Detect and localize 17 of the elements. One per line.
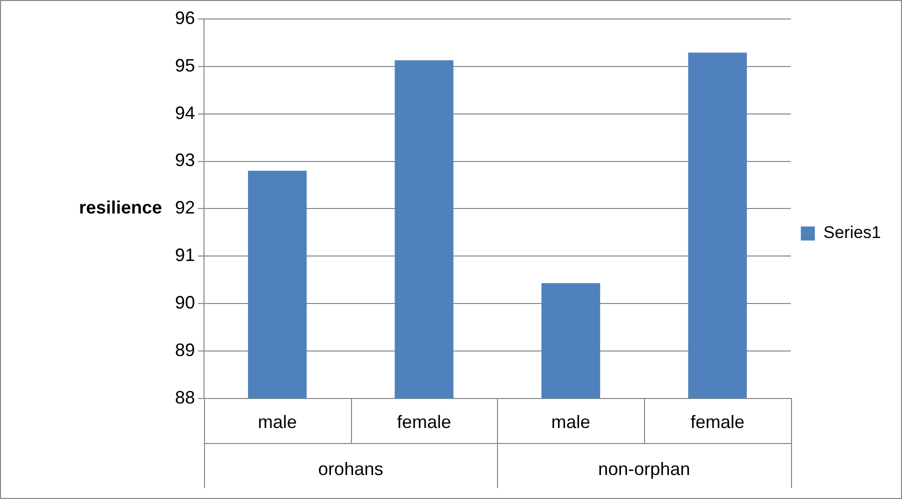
x-tick-label: female — [690, 412, 745, 432]
x-tick-label: female — [397, 412, 452, 432]
y-tick-label: 90 — [174, 292, 195, 313]
x-tick-label: male — [551, 412, 590, 432]
y-tick-label: 93 — [174, 150, 195, 170]
y-tick-label: 96 — [174, 8, 195, 28]
y-tick-label: 89 — [174, 340, 195, 360]
y-tick-label: 95 — [174, 55, 195, 76]
y-tick-label: 88 — [174, 387, 195, 408]
y-axis-title: resilience — [78, 198, 162, 218]
y-tick-label: 94 — [174, 102, 195, 123]
text: non-orphan — [597, 459, 692, 480]
y-tick-label: 92 — [174, 198, 195, 218]
y-tick-label: 91 — [174, 245, 195, 266]
text: orohans — [317, 459, 384, 480]
legend-label: Series1 — [823, 223, 881, 242]
x-tick-label: male — [258, 412, 297, 432]
